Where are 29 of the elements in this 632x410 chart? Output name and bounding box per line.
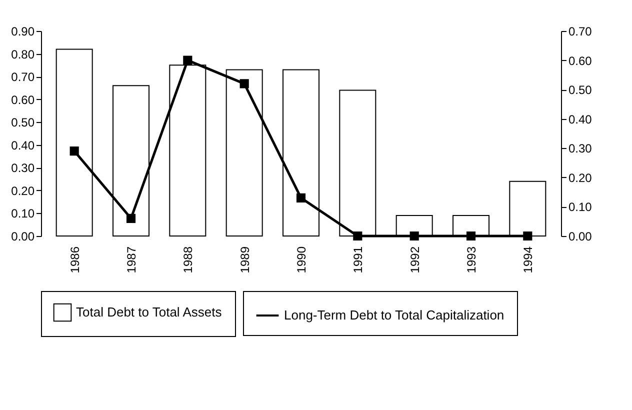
- y-tick-label: 0.50: [11, 116, 35, 130]
- legend-label: Total Debt to Total Assets: [76, 304, 222, 320]
- x-tick-label: 1990: [294, 246, 308, 274]
- x-tick-label: 1994: [521, 246, 536, 274]
- y-tick-label: 0.10: [11, 206, 35, 221]
- y-tick-label: 0.40: [11, 138, 35, 152]
- x-tick-label: 1991: [351, 246, 366, 274]
- x-tick-label: 1989: [238, 246, 252, 274]
- x-tick-label: 1988: [181, 246, 196, 274]
- y2-tick-label: 0.60: [568, 54, 592, 68]
- y-tick-label: 0.80: [11, 47, 35, 62]
- y2-tick-label: 0.30: [568, 142, 592, 156]
- x-tick-label: 1986: [68, 246, 82, 274]
- y-tick-label: 0.00: [11, 230, 35, 244]
- x-tick-label: 1992: [408, 246, 422, 274]
- x-tick-label: 1987: [124, 246, 138, 274]
- y-tick-label: 0.90: [11, 24, 35, 38]
- y-tick-label: 0.30: [11, 161, 35, 176]
- y-tick-label: 0.60: [11, 92, 35, 107]
- y2-tick-label: 0.10: [568, 200, 592, 214]
- y-tick-label: 0.20: [11, 184, 35, 198]
- y2-tick-label: 0.20: [568, 170, 592, 185]
- x-tick-label: 1993: [464, 246, 478, 274]
- y2-tick-label: 0.00: [568, 230, 592, 244]
- y-tick-label: 0.70: [11, 70, 35, 84]
- y2-tick-label: 0.50: [568, 83, 592, 98]
- y2-tick-label: 0.40: [568, 112, 592, 126]
- y2-tick-label: 0.70: [568, 24, 592, 38]
- legend-label: Long-Term Debt to Total Capitalization: [284, 308, 504, 322]
